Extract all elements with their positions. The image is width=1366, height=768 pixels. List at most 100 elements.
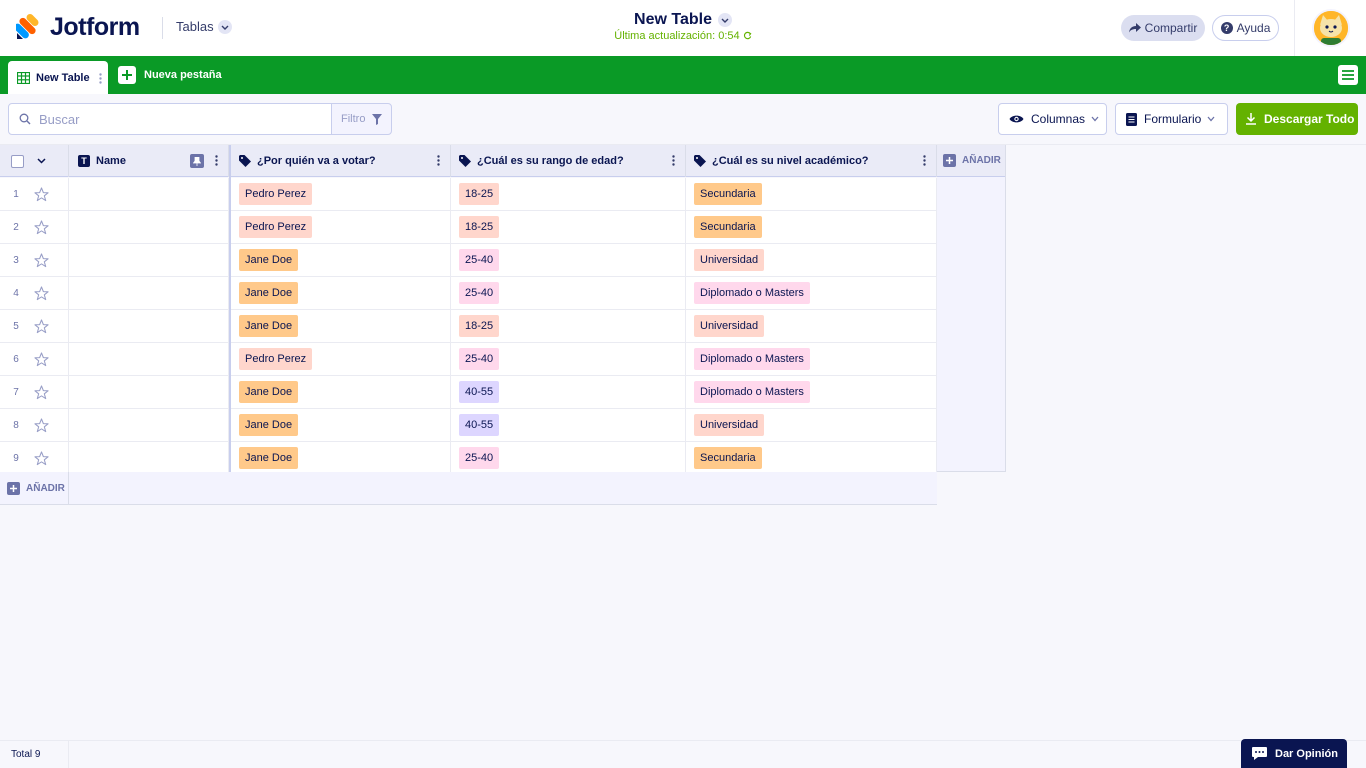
name-cell[interactable]: [69, 376, 229, 408]
form-button[interactable]: Formulario: [1115, 103, 1228, 135]
name-cell[interactable]: [69, 442, 229, 474]
add-column-area: AÑADIR: [937, 145, 1006, 472]
table-row[interactable]: 3 Jane Doe 25-40 Universidad: [0, 244, 937, 277]
age-range-cell[interactable]: 18-25: [451, 211, 686, 243]
star-icon[interactable]: [34, 351, 49, 367]
education-cell[interactable]: Universidad: [686, 244, 937, 276]
hamburger-menu-button[interactable]: [1338, 65, 1358, 85]
table-row[interactable]: 7 Jane Doe 40-55 Diplomado o Masters: [0, 376, 937, 409]
help-button[interactable]: ? Ayuda: [1212, 15, 1279, 41]
table-row[interactable]: 2 Pedro Perez 18-25 Secundaria: [0, 211, 937, 244]
age-range-cell[interactable]: 25-40: [451, 442, 686, 474]
add-row-button[interactable]: AÑADIR: [0, 472, 69, 504]
option-chip: Diplomado o Masters: [694, 348, 810, 370]
column-header-name[interactable]: T Name: [69, 145, 229, 177]
column-header-vote[interactable]: ¿Por quién va a votar?: [231, 145, 451, 177]
vote-cell[interactable]: Jane Doe: [231, 376, 451, 408]
column-options-icon[interactable]: [437, 155, 440, 166]
option-chip: Secundaria: [694, 447, 762, 469]
plus-icon: [943, 154, 956, 167]
star-icon[interactable]: [34, 384, 49, 400]
jotform-logo[interactable]: Jotform: [14, 13, 140, 41]
feedback-label: Dar Opinión: [1275, 747, 1338, 760]
name-cell[interactable]: [69, 244, 229, 276]
vote-cell[interactable]: Pedro Perez: [231, 178, 451, 210]
tag-icon: [239, 155, 251, 167]
age-range-cell[interactable]: 25-40: [451, 343, 686, 375]
user-avatar[interactable]: [1312, 9, 1350, 47]
select-all-header: [0, 145, 69, 177]
row-number: 6: [13, 353, 19, 365]
table-row[interactable]: 4 Jane Doe 25-40 Diplomado o Masters: [0, 277, 937, 310]
education-cell[interactable]: Diplomado o Masters: [686, 376, 937, 408]
age-range-cell[interactable]: 18-25: [451, 310, 686, 342]
table-row[interactable]: 5 Jane Doe 18-25 Universidad: [0, 310, 937, 343]
pin-icon[interactable]: [190, 154, 204, 168]
tab-options-icon[interactable]: [99, 73, 102, 84]
vote-cell[interactable]: Jane Doe: [231, 277, 451, 309]
education-cell[interactable]: Universidad: [686, 310, 937, 342]
star-icon[interactable]: [34, 186, 49, 202]
share-button[interactable]: Compartir: [1121, 15, 1205, 41]
columns-button[interactable]: Columnas: [998, 103, 1107, 135]
education-cell[interactable]: Secundaria: [686, 442, 937, 474]
add-row-label: AÑADIR: [26, 482, 65, 494]
education-cell[interactable]: Secundaria: [686, 211, 937, 243]
education-cell[interactable]: Diplomado o Masters: [686, 277, 937, 309]
age-range-cell[interactable]: 25-40: [451, 277, 686, 309]
age-range-cell[interactable]: 25-40: [451, 244, 686, 276]
new-tab-button[interactable]: Nueva pestaña: [118, 66, 222, 84]
column-header-label: Name: [96, 155, 126, 167]
download-all-button[interactable]: Descargar Todo: [1236, 103, 1358, 135]
star-icon[interactable]: [34, 450, 49, 466]
option-chip: Universidad: [694, 414, 765, 436]
star-icon[interactable]: [34, 219, 49, 235]
row-number-cell: 7: [0, 376, 69, 408]
product-label: Tablas: [176, 19, 214, 34]
age-range-cell[interactable]: 40-55: [451, 409, 686, 441]
age-range-cell[interactable]: 18-25: [451, 178, 686, 210]
add-column-label: AÑADIR: [962, 155, 1001, 166]
select-all-checkbox[interactable]: [11, 154, 24, 168]
column-header-age[interactable]: ¿Cuál es su rango de edad?: [451, 145, 686, 177]
column-options-icon[interactable]: [215, 155, 218, 166]
name-cell[interactable]: [69, 211, 229, 243]
star-icon[interactable]: [34, 417, 49, 433]
name-cell[interactable]: [69, 310, 229, 342]
star-icon[interactable]: [34, 252, 49, 268]
vote-cell[interactable]: Pedro Perez: [231, 343, 451, 375]
vote-cell[interactable]: Jane Doe: [231, 310, 451, 342]
last-updated-text: Última actualización: 0:54: [614, 30, 740, 42]
education-cell[interactable]: Diplomado o Masters: [686, 343, 937, 375]
age-range-cell[interactable]: 40-55: [451, 376, 686, 408]
name-cell[interactable]: [69, 277, 229, 309]
feedback-button[interactable]: Dar Opinión: [1241, 739, 1347, 768]
chevron-down-icon[interactable]: [37, 158, 46, 164]
education-cell[interactable]: Secundaria: [686, 178, 937, 210]
filter-funnel-icon: [372, 113, 383, 125]
star-icon[interactable]: [34, 285, 49, 301]
name-cell[interactable]: [69, 343, 229, 375]
table-row[interactable]: 8 Jane Doe 40-55 Universidad: [0, 409, 937, 442]
product-switcher[interactable]: Tablas: [176, 19, 232, 34]
vote-cell[interactable]: Jane Doe: [231, 409, 451, 441]
star-icon[interactable]: [34, 318, 49, 334]
row-number-cell: 1: [0, 178, 69, 210]
add-column-button[interactable]: AÑADIR: [937, 145, 1005, 177]
vote-cell[interactable]: Jane Doe: [231, 442, 451, 474]
column-options-icon[interactable]: [923, 155, 926, 166]
table-row[interactable]: 9 Jane Doe 25-40 Secundaria: [0, 442, 937, 475]
vote-cell[interactable]: Pedro Perez: [231, 211, 451, 243]
column-options-icon[interactable]: [672, 155, 675, 166]
education-cell[interactable]: Universidad: [686, 409, 937, 441]
column-header-education[interactable]: ¿Cuál es su nivel académico?: [686, 145, 937, 177]
filter-button[interactable]: Filtro: [331, 103, 392, 135]
table-row[interactable]: 6 Pedro Perez 25-40 Diplomado o Masters: [0, 343, 937, 376]
name-cell[interactable]: [69, 178, 229, 210]
tab-new-table[interactable]: New Table: [8, 61, 108, 94]
vote-cell[interactable]: Jane Doe: [231, 244, 451, 276]
table-row[interactable]: 1 Pedro Perez 18-25 Secundaria: [0, 178, 937, 211]
name-cell[interactable]: [69, 409, 229, 441]
search-input[interactable]: [39, 111, 319, 127]
table-title-dropdown[interactable]: New Table: [634, 11, 732, 29]
